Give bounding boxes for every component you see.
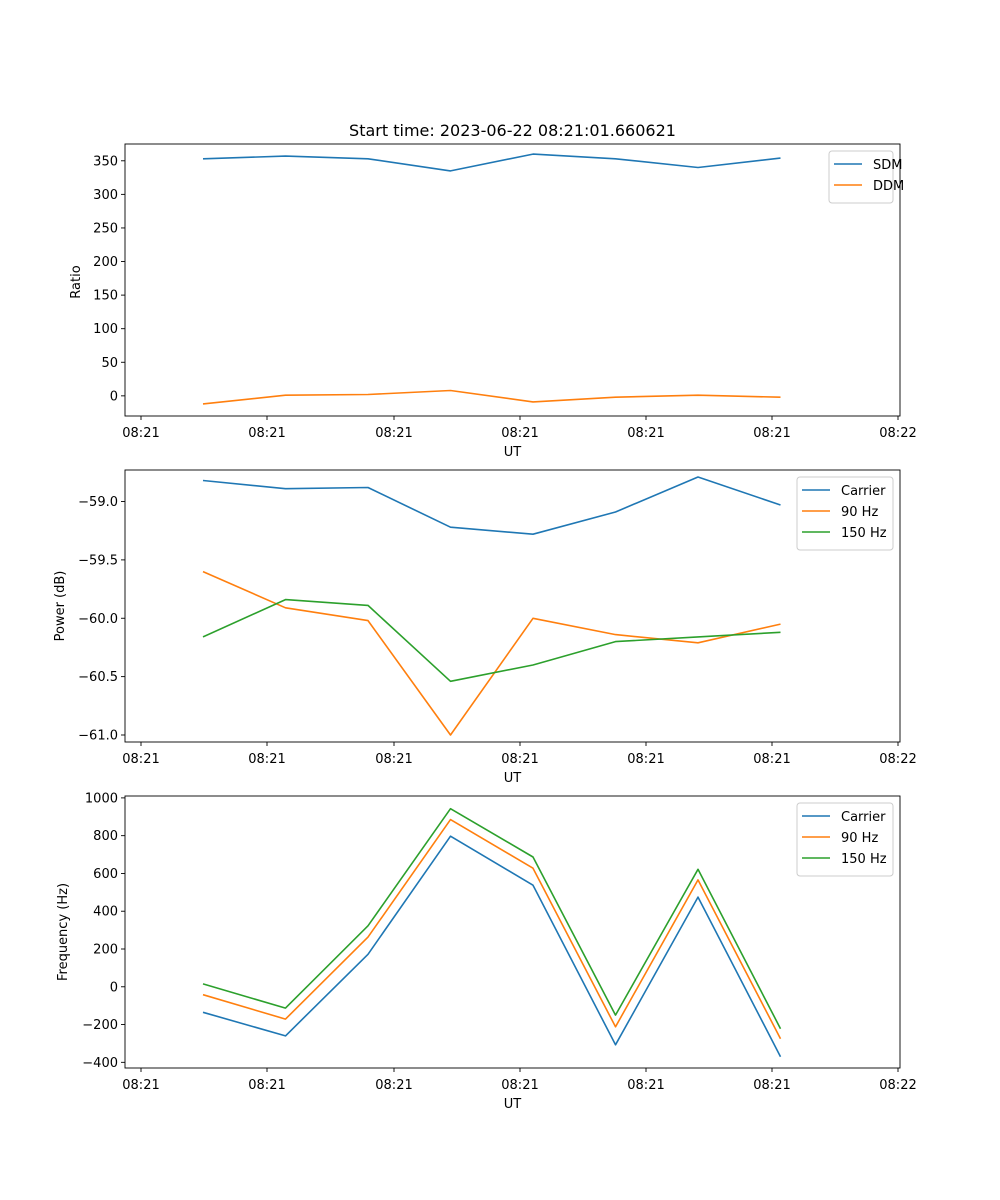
panel-ratio: Start time: 2023-06-22 08:21:01.660621 0… bbox=[69, 121, 917, 460]
legend-label: 90 Hz bbox=[841, 505, 878, 520]
y-tick-label-frequency: −400 bbox=[82, 1056, 118, 1071]
series-line-power-2 bbox=[202, 598, 781, 683]
legend-label: DDM bbox=[873, 179, 904, 194]
y-tick-label-ratio: 100 bbox=[93, 322, 118, 337]
x-tick-label-frequency: 08:21 bbox=[753, 1078, 790, 1093]
series-line-power-0 bbox=[202, 476, 781, 536]
x-tick-label-power: 08:21 bbox=[753, 752, 790, 767]
y-tick-label-frequency: 0 bbox=[110, 980, 118, 995]
legend-power: Carrier 90 Hz 150 Hz bbox=[796, 476, 894, 551]
x-tick-label-ratio: 08:21 bbox=[122, 426, 159, 441]
x-tick-label-frequency: 08:21 bbox=[122, 1078, 159, 1093]
y-tick-label-power: −59.0 bbox=[78, 495, 118, 510]
x-tick-label-power: 08:21 bbox=[122, 752, 159, 767]
y-tick-label-frequency: 1000 bbox=[85, 791, 118, 806]
legend-label: 150 Hz bbox=[841, 526, 887, 541]
y-tick-label-frequency: 400 bbox=[93, 905, 118, 920]
legend-frequency: Carrier 90 Hz 150 Hz bbox=[796, 802, 894, 877]
x-axis-label-ratio: UT bbox=[504, 445, 522, 460]
x-tick-label-power: 08:21 bbox=[501, 752, 538, 767]
y-tick-label-power: −60.0 bbox=[78, 612, 118, 627]
legend-label: Carrier bbox=[841, 484, 886, 499]
x-tick-label-ratio: 08:21 bbox=[627, 426, 664, 441]
x-tick-label-power: 08:21 bbox=[375, 752, 412, 767]
series-line-frequency-2 bbox=[202, 807, 782, 1030]
x-tick-label-ratio: 08:21 bbox=[248, 426, 285, 441]
legend-label: 90 Hz bbox=[841, 831, 878, 846]
y-tick-label-frequency: −200 bbox=[82, 1018, 118, 1033]
series-line-frequency-0 bbox=[202, 835, 782, 1058]
x-tick-label-frequency: 08:21 bbox=[627, 1078, 664, 1093]
x-tick-label-power: 08:22 bbox=[879, 752, 916, 767]
panel-power: −59.0 −59.5 −60.0 −60.5 −61.0 08:21 08:21 08:21… bbox=[53, 469, 917, 786]
y-tick-label-frequency: 200 bbox=[93, 943, 118, 958]
y-axis-label-frequency: Frequency (Hz) bbox=[56, 883, 71, 981]
y-tick-label-ratio: 0 bbox=[110, 389, 118, 404]
plot-area-ratio: 0 50 100 150 200 250 300 350 08:21 08:21 08:21 08:2… bbox=[93, 143, 917, 441]
plot-area-power: −59.0 −59.5 −60.0 −60.5 −61.0 08:21 08:21 08:21… bbox=[78, 469, 917, 767]
legend-label: Carrier bbox=[841, 810, 886, 825]
x-tick-label-frequency: 08:21 bbox=[375, 1078, 412, 1093]
x-axis-label-frequency: UT bbox=[504, 1097, 522, 1112]
y-tick-label-ratio: 300 bbox=[93, 188, 118, 203]
y-tick-label-power: −59.5 bbox=[78, 553, 118, 568]
axes-frame-power bbox=[124, 469, 901, 743]
x-tick-label-ratio: 08:21 bbox=[375, 426, 412, 441]
x-tick-label-frequency: 08:22 bbox=[879, 1078, 916, 1093]
series-line-ratio-0 bbox=[202, 153, 781, 172]
y-tick-label-frequency: 800 bbox=[93, 829, 118, 844]
y-tick-label-power: −60.5 bbox=[78, 670, 118, 685]
y-tick-label-ratio: 150 bbox=[93, 289, 118, 304]
legend-label: SDM bbox=[873, 158, 902, 173]
y-tick-label-ratio: 200 bbox=[93, 255, 118, 270]
legend-label: 150 Hz bbox=[841, 852, 887, 867]
plot-area-frequency: −400 −200 0 200 400 600 800 1000 08:21 08:21 08:21… bbox=[82, 791, 916, 1093]
series-line-power-1 bbox=[202, 570, 781, 736]
x-tick-label-power: 08:21 bbox=[248, 752, 285, 767]
y-tick-label-power: −61.0 bbox=[78, 728, 118, 743]
y-axis-label-power: Power (dB) bbox=[53, 571, 68, 642]
y-tick-label-frequency: 600 bbox=[93, 867, 118, 882]
x-tick-label-ratio: 08:21 bbox=[753, 426, 790, 441]
x-tick-label-ratio: 08:22 bbox=[879, 426, 916, 441]
legend-ratio: SDM DDM bbox=[828, 150, 904, 204]
y-tick-label-ratio: 250 bbox=[93, 221, 118, 236]
x-tick-label-frequency: 08:21 bbox=[501, 1078, 538, 1093]
series-line-ratio-1 bbox=[202, 389, 781, 405]
panel-frequency: −400 −200 0 200 400 600 800 1000 08:21 08:21 08:21… bbox=[56, 791, 917, 1112]
axes-frame-frequency bbox=[124, 795, 901, 1069]
y-tick-label-ratio: 50 bbox=[101, 356, 118, 371]
x-tick-label-power: 08:21 bbox=[627, 752, 664, 767]
y-tick-label-ratio: 350 bbox=[93, 154, 118, 169]
x-tick-label-frequency: 08:21 bbox=[248, 1078, 285, 1093]
x-tick-label-ratio: 08:21 bbox=[501, 426, 538, 441]
chart-title: Start time: 2023-06-22 08:21:01.660621 bbox=[349, 121, 676, 140]
y-axis-label-ratio: Ratio bbox=[69, 265, 84, 298]
series-line-frequency-1 bbox=[202, 818, 782, 1040]
x-axis-label-power: UT bbox=[504, 771, 522, 786]
axes-frame-ratio bbox=[124, 143, 901, 417]
